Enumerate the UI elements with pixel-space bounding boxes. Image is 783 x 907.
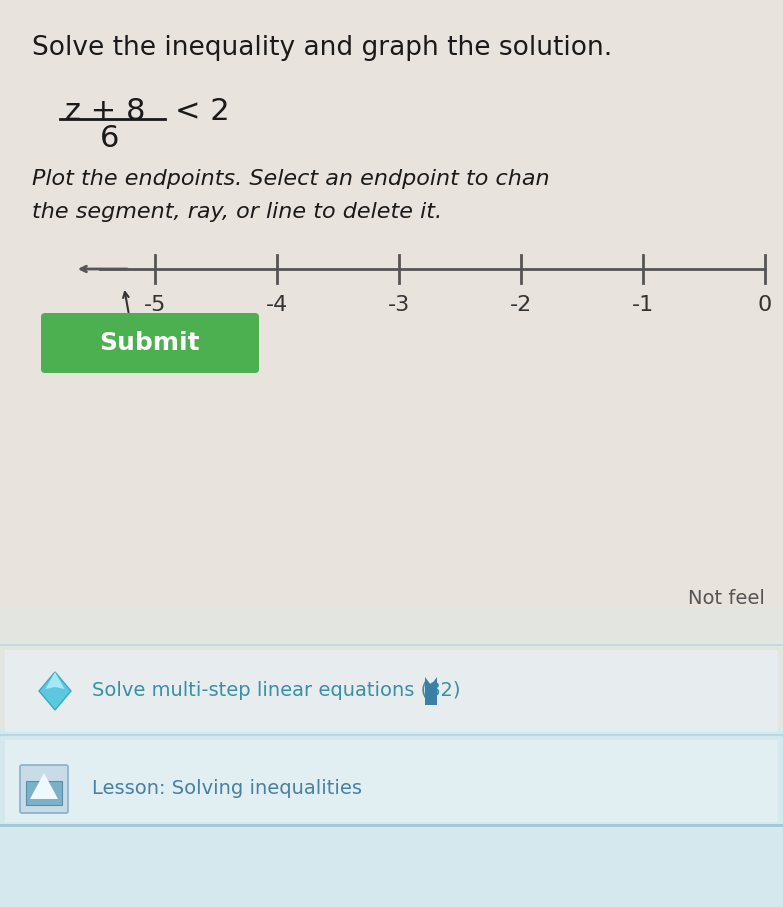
Bar	[5, 650, 778, 732]
Text: Solve multi-step linear equations (82): Solve multi-step linear equations (82)	[92, 680, 467, 699]
Text: Plot the endpoints. Select an endpoint to chan: Plot the endpoints. Select an endpoint t…	[32, 169, 550, 189]
Text: Solve the inequality and graph the solution.: Solve the inequality and graph the solut…	[32, 35, 612, 61]
Text: Submit: Submit	[99, 331, 200, 355]
Text: Not feel: Not feel	[688, 589, 765, 608]
Text: 0: 0	[758, 295, 772, 315]
Text: z + 8: z + 8	[65, 97, 146, 126]
Polygon shape	[45, 672, 65, 689]
Text: Lesson: Solving inequalities: Lesson: Solving inequalities	[92, 779, 362, 798]
Polygon shape	[39, 672, 71, 710]
FancyBboxPatch shape	[20, 765, 68, 813]
Bar	[0, 727, 783, 907]
Polygon shape	[425, 677, 437, 705]
Bar	[26, 781, 62, 805]
Bar	[0, 0, 783, 727]
Bar	[0, 607, 783, 727]
Text: < 2: < 2	[175, 97, 229, 126]
Text: 6: 6	[100, 124, 120, 153]
Text: the segment, ray, or line to delete it.: the segment, ray, or line to delete it.	[32, 202, 442, 222]
Text: -5: -5	[144, 295, 166, 315]
Bar	[5, 740, 778, 822]
Text: -3: -3	[388, 295, 410, 315]
Text: -4: -4	[266, 295, 288, 315]
Text: -2: -2	[510, 295, 532, 315]
FancyBboxPatch shape	[41, 313, 259, 373]
Text: -1: -1	[632, 295, 654, 315]
Polygon shape	[30, 773, 58, 799]
